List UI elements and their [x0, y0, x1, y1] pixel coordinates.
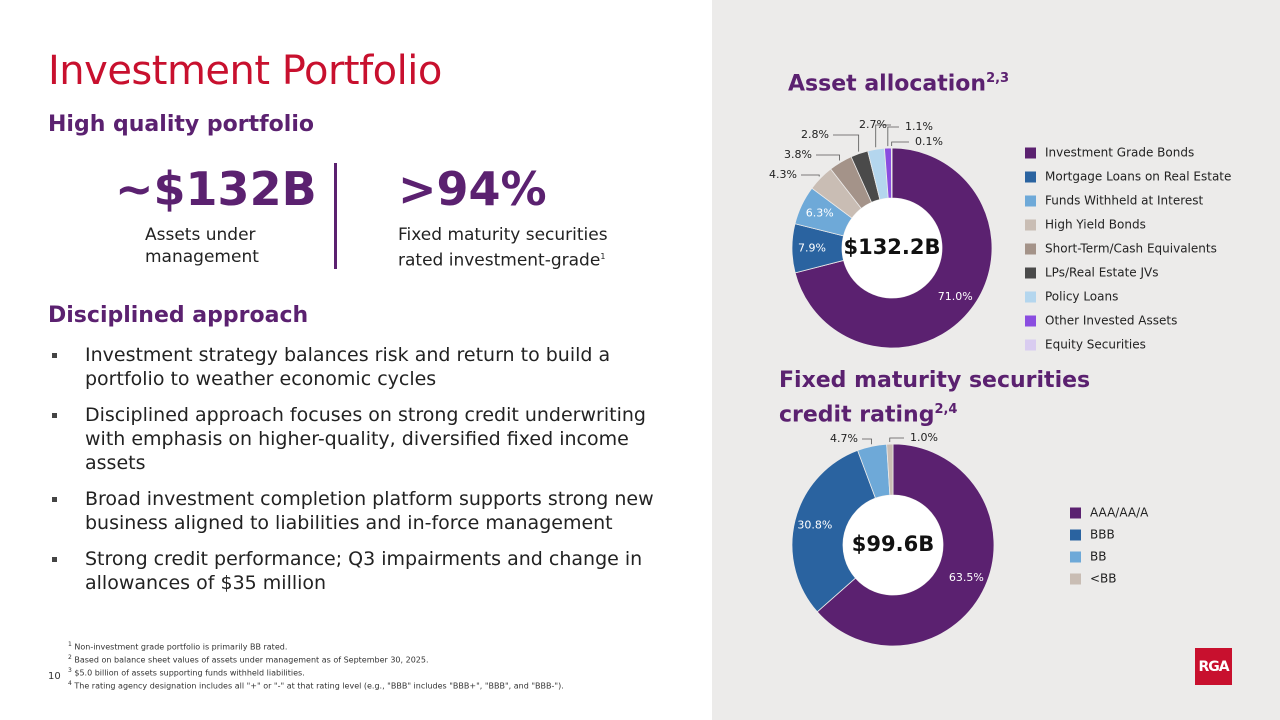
legend-swatch: [1070, 507, 1081, 519]
footnote-text: Based on balance sheet values of assets …: [74, 655, 429, 665]
value-label: 63.5%: [949, 571, 984, 584]
page-number: 10: [48, 671, 61, 682]
footnote-text: $5.0 billion of assets supporting funds …: [74, 668, 305, 678]
legend-swatch: [1025, 171, 1036, 183]
bullet: Investment strategy balances risk and re…: [48, 343, 685, 391]
footnote: 3 $5.0 billion of assets supporting fund…: [68, 666, 564, 679]
value-label: 3.8%: [784, 148, 812, 161]
stat-label-text: Fixed maturity securities rated investme…: [398, 225, 608, 271]
legend-swatch: [1025, 267, 1036, 279]
footnotes: 1 Non-investment grade portfolio is prim…: [68, 640, 564, 693]
legend-swatch: [1025, 339, 1036, 351]
leader-line: [889, 437, 904, 443]
footnote-num: 1: [68, 641, 72, 648]
legend-swatch: [1025, 147, 1036, 159]
legend-label: Funds Withheld at Interest: [1045, 194, 1204, 208]
chart-panel: Asset allocation2,3 Fixed maturity secur…: [712, 0, 1280, 720]
legend-swatch: [1025, 219, 1036, 231]
chart-title-text: Fixed maturity securities credit rating: [779, 368, 1091, 428]
center-label: $132.2B: [843, 235, 940, 259]
legend-label: LPs/Real Estate JVs: [1045, 266, 1158, 280]
chart-title-sup: 2,4: [934, 402, 958, 417]
value-label: 0.1%: [915, 135, 943, 148]
legend-label: Short-Term/Cash Equivalents: [1045, 242, 1217, 256]
donut-hole: [842, 198, 942, 298]
footnote-num: 2: [68, 654, 72, 662]
legend-label: Policy Loans: [1045, 290, 1118, 304]
legend-swatch: [1025, 243, 1036, 255]
leader-line: [891, 141, 909, 147]
leader-line: [875, 124, 891, 148]
value-label: 1.1%: [905, 120, 933, 133]
leader-line: [833, 134, 860, 152]
legend-swatch: [1025, 291, 1036, 303]
legend-label: Investment Grade Bonds: [1045, 146, 1194, 160]
legend-label: BB: [1090, 550, 1106, 564]
legend-swatch: [1070, 573, 1081, 585]
value-label: 6.3%: [806, 207, 834, 220]
logo: RGA: [1195, 648, 1232, 685]
legend-label: <BB: [1090, 572, 1117, 586]
legend-label: BBB: [1090, 528, 1115, 542]
donut-slice: [890, 147, 893, 199]
stat-label: Fixed maturity securities rated investme…: [398, 224, 638, 272]
value-label: 30.8%: [797, 518, 832, 531]
footnote-text: Non-investment grade portfolio is primar…: [74, 642, 288, 652]
leader-line: [801, 174, 820, 177]
slide-title: Investment Portfolio: [48, 48, 442, 94]
value-label: 4.3%: [769, 168, 797, 181]
legend-label: Other Invested Assets: [1045, 314, 1177, 328]
section-title: Disciplined approach: [48, 303, 309, 328]
divider: [334, 163, 337, 269]
legend-label: AAA/AA/A: [1090, 506, 1149, 520]
footnote-num: 3: [68, 667, 72, 675]
footnote: 1 Non-investment grade portfolio is prim…: [68, 640, 564, 653]
stat-value: ~$132B: [115, 162, 317, 216]
leader-line: [816, 154, 840, 161]
footnote-num: 4: [68, 680, 72, 688]
value-label: 7.9%: [798, 241, 826, 254]
value-label: 71.0%: [938, 290, 973, 303]
legend-swatch: [1025, 315, 1036, 327]
legend-swatch: [1070, 529, 1081, 541]
chart-title-sup: 2,3: [986, 71, 1010, 86]
subtitle: High quality portfolio: [48, 112, 314, 137]
legend-swatch: [1025, 195, 1036, 207]
legend-label: Equity Securities: [1045, 338, 1146, 352]
bullet: Broad investment completion platform sup…: [48, 487, 685, 535]
value-label: 2.7%: [859, 118, 887, 131]
chart-title: Fixed maturity securities credit rating2…: [779, 366, 1099, 429]
value-label: 2.8%: [801, 128, 829, 141]
chart-title-text: Asset allocation: [788, 71, 987, 97]
legend-swatch: [1070, 551, 1081, 563]
value-label: 1.0%: [910, 431, 938, 444]
center-label: $99.6B: [852, 532, 934, 556]
footnote-text: The rating agency designation includes a…: [74, 682, 564, 692]
leader-line: [887, 126, 899, 147]
charts: 71.0% 7.9% 6.3% 4.3% 3.8% 2.8% 2.7% 1.1% 0.1% $13…: [769, 118, 1231, 647]
leader-line: [862, 438, 872, 445]
stat-value: >94%: [398, 162, 547, 216]
bullet-list: Investment strategy balances risk and re…: [48, 343, 685, 607]
stat-label: Assets under management: [145, 225, 259, 267]
value-label: 4.7%: [830, 432, 858, 445]
legend-label: Mortgage Loans on Real Estate: [1045, 170, 1231, 184]
footnote-ref: 1: [600, 252, 606, 261]
bullet: Disciplined approach focuses on strong c…: [48, 403, 685, 475]
donut-hole: [843, 495, 943, 595]
footnote: 4 The rating agency designation includes…: [68, 679, 564, 692]
bullet: Strong credit performance; Q3 impairment…: [48, 547, 685, 595]
chart-title: Asset allocation2,3: [788, 64, 1009, 98]
footnote: 2 Based on balance sheet values of asset…: [68, 653, 564, 666]
legend-label: High Yield Bonds: [1045, 218, 1146, 232]
